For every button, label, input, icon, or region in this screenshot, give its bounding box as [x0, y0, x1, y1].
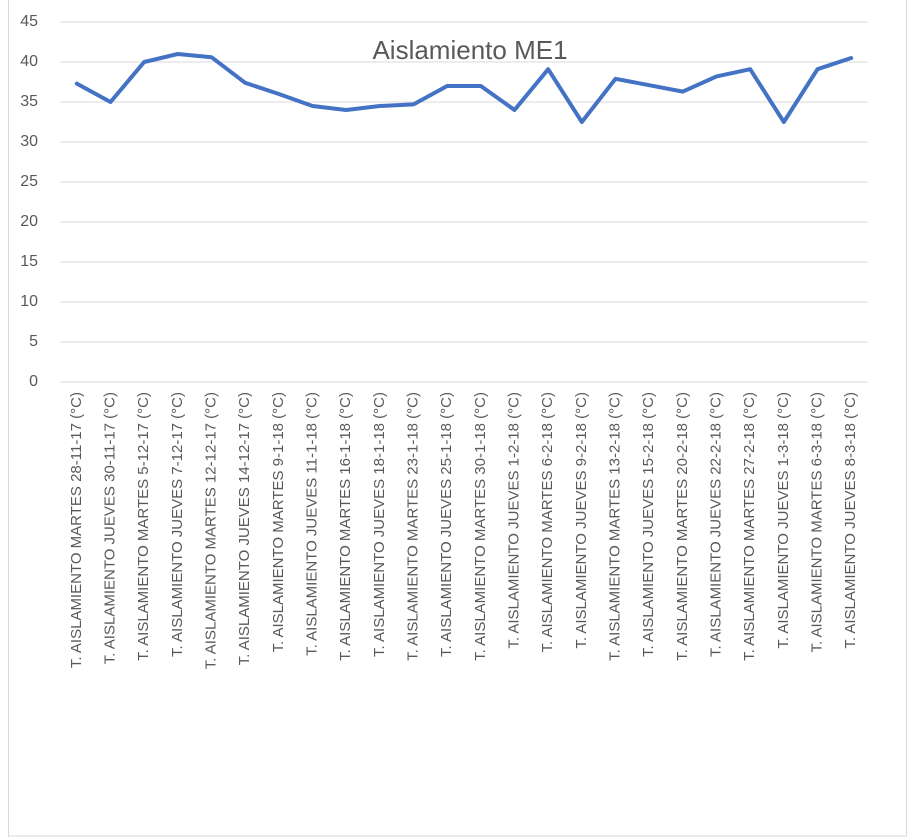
- x-tick-label: T. AISLAMIENTO JUEVES 18-1-18 (°C): [371, 392, 388, 657]
- x-tick-label: T. AISLAMIENTO MARTES 30-1-18 (°C): [472, 392, 489, 661]
- x-tick-label: T. AISLAMIENTO JUEVES 25-1-18 (°C): [438, 392, 455, 657]
- chart-title: Aislamiento ME1: [372, 35, 567, 65]
- x-tick-label: T. AISLAMIENTO MARTES 27-2-18 (°C): [741, 392, 758, 661]
- x-tick-label: T. AISLAMIENTO JUEVES 22-2-18 (°C): [707, 392, 724, 657]
- y-tick-label: 15: [20, 253, 38, 270]
- x-tick-label: T. AISLAMIENTO MARTES 5-12-17 (°C): [135, 392, 152, 661]
- y-tick-label: 25: [20, 173, 38, 190]
- y-tick-label: 5: [29, 333, 38, 350]
- y-tick-label: 45: [20, 13, 38, 30]
- x-tick-label: T. AISLAMIENTO MARTES 20-2-18 (°C): [674, 392, 691, 661]
- x-tick-label: T. AISLAMIENTO MARTES 12-12-17 (°C): [202, 392, 219, 669]
- x-tick-label: T. AISLAMIENTO JUEVES 7-12-17 (°C): [169, 392, 186, 657]
- y-tick-label: 20: [20, 213, 38, 230]
- chart-frame: [8, 0, 907, 837]
- y-tick-label: 35: [20, 93, 38, 110]
- x-tick-label: T. AISLAMIENTO MARTES 28-11-17 (°C): [68, 392, 85, 668]
- x-tick-label: T. AISLAMIENTO JUEVES 15-2-18 (°C): [640, 392, 657, 657]
- x-tick-label: T. AISLAMIENTO MARTES 23-1-18 (°C): [404, 392, 421, 661]
- x-tick-label: T. AISLAMIENTO JUEVES 1-2-18 (°C): [505, 392, 522, 649]
- x-tick-label: T. AISLAMIENTO JUEVES 1-3-18 (°C): [775, 392, 792, 649]
- x-tick-label: T. AISLAMIENTO JUEVES 14-12-17 (°C): [236, 392, 253, 665]
- y-tick-label: 30: [20, 133, 38, 150]
- x-tick-label: T. AISLAMIENTO JUEVES 11-1-18 (°C): [303, 392, 320, 656]
- y-tick-label: 40: [20, 53, 38, 70]
- x-tick-label: T. AISLAMIENTO MARTES 6-2-18 (°C): [539, 392, 556, 653]
- x-tick-label: T. AISLAMIENTO JUEVES 9-2-18 (°C): [573, 392, 590, 649]
- x-tick-label: T. AISLAMIENTO JUEVES 8-3-18 (°C): [842, 392, 859, 649]
- x-tick-label: T. AISLAMIENTO MARTES 9-1-18 (°C): [270, 392, 287, 653]
- y-tick-label: 0: [29, 373, 38, 390]
- data-line: [74, 52, 854, 124]
- x-tick-label: T. AISLAMIENTO MARTES 16-1-18 (°C): [337, 392, 354, 661]
- y-tick-label: 10: [20, 293, 38, 310]
- x-tick-label: T. AISLAMIENTO MARTES 13-2-18 (°C): [606, 392, 623, 661]
- x-tick-label: T. AISLAMIENTO JUEVES 30-11-17 (°C): [101, 392, 118, 664]
- x-tick-label: T. AISLAMIENTO MARTES 6-3-18 (°C): [808, 392, 825, 653]
